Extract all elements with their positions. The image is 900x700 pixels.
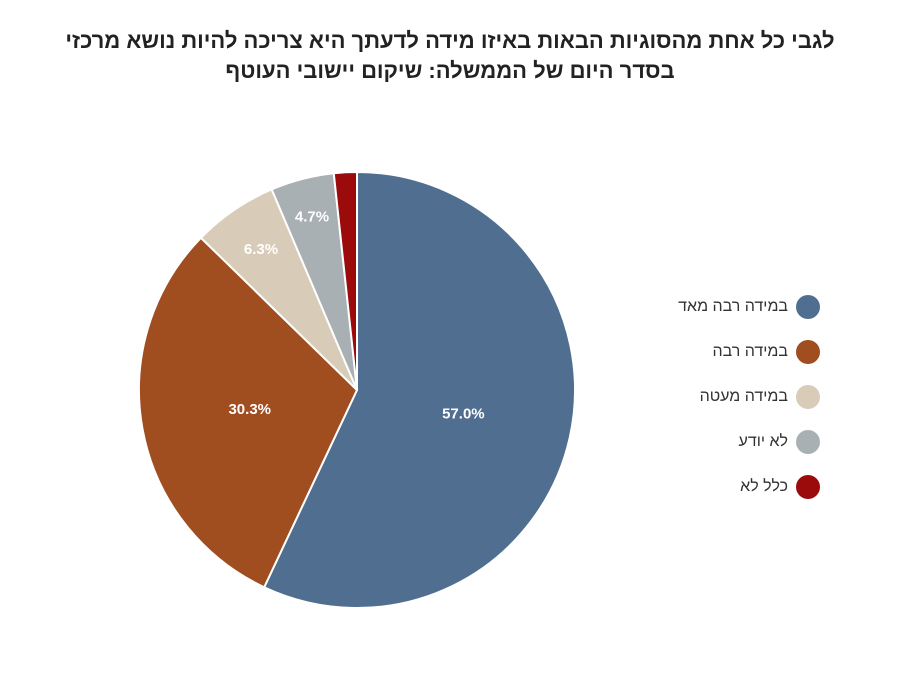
chart-title: לגבי כל אחת מהסוגיות הבאות באיזו מידה לד… [40, 26, 860, 86]
legend-label-4: כלל לא [740, 477, 788, 495]
pie-label-0: 57.0% [442, 405, 485, 422]
legend-label-3: לא יודע [738, 432, 788, 450]
chart-legend: במידה רבה מאד במידה רבה במידה מעטה לא יודע כ… [600, 284, 820, 509]
legend-label-1: במידה רבה [712, 342, 788, 360]
legend-label-2: במידה מעטה [699, 387, 788, 405]
chart-title-line-2: בסדר היום של הממשלה: שיקום יישובי העוטף [225, 58, 675, 83]
pie-slice-1 [138, 236, 359, 589]
legend-swatch-4 [796, 474, 820, 499]
legend-item-0: במידה רבה מאד [600, 284, 820, 329]
pie-slice-0 [262, 170, 576, 609]
legend-swatch-2 [796, 384, 820, 409]
legend-swatch-0 [796, 294, 820, 319]
pie-slice-4 [332, 170, 358, 391]
pie-label-1: 30.3% [228, 401, 271, 418]
legend-item-4: כלל לא [600, 464, 820, 509]
legend-swatch-1 [796, 339, 820, 364]
pie-label-3: 4.7% [295, 208, 329, 225]
pie-label-2: 6.3% [244, 241, 278, 258]
legend-swatch-3 [796, 429, 820, 454]
legend-label-0: במידה רבה מאד [678, 297, 788, 315]
chart-title-line-1: לגבי כל אחת מהסוגיות הבאות באיזו מידה לד… [65, 28, 835, 53]
legend-item-2: במידה מעטה [600, 374, 820, 419]
legend-item-1: במידה רבה [600, 329, 820, 374]
legend-item-3: לא יודע [600, 419, 820, 464]
